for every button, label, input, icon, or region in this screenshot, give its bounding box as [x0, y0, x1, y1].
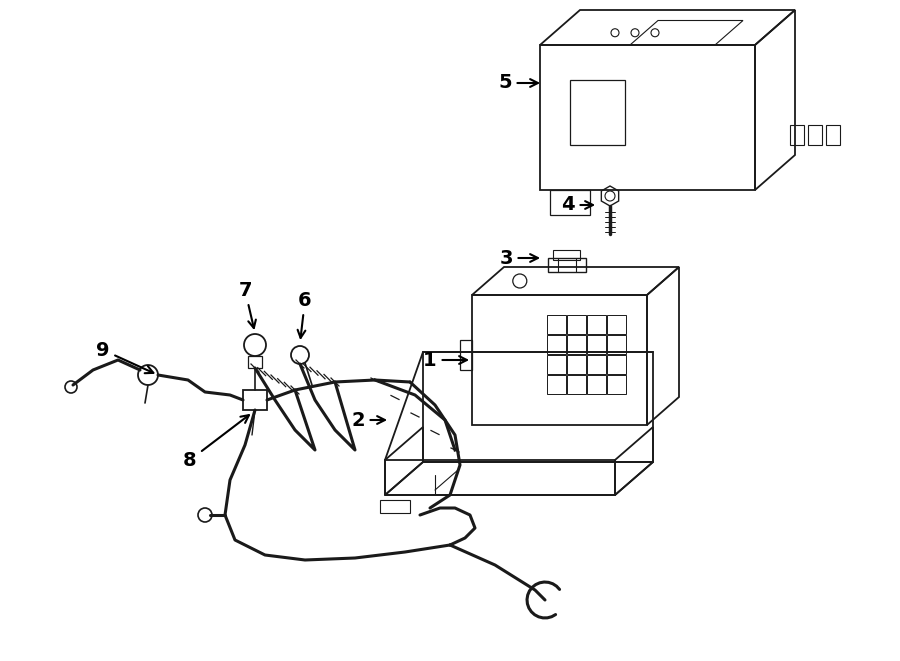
Bar: [547, 335, 566, 354]
Text: 3: 3: [500, 249, 538, 268]
Bar: [243, 390, 267, 410]
Bar: [547, 315, 566, 334]
Bar: [567, 335, 586, 354]
Text: 8: 8: [184, 415, 249, 469]
Text: 4: 4: [562, 196, 593, 215]
Text: 7: 7: [238, 280, 256, 328]
Bar: [607, 375, 626, 394]
Bar: [607, 335, 626, 354]
Bar: [587, 375, 606, 394]
Bar: [607, 355, 626, 374]
Bar: [248, 356, 262, 368]
Bar: [547, 375, 566, 394]
Text: 2: 2: [351, 410, 385, 430]
Text: 5: 5: [499, 73, 538, 93]
Bar: [570, 80, 625, 145]
Bar: [587, 335, 606, 354]
Bar: [587, 315, 606, 334]
Bar: [567, 355, 586, 374]
Bar: [587, 355, 606, 374]
Bar: [567, 375, 586, 394]
Text: 9: 9: [96, 340, 153, 373]
Text: 1: 1: [423, 350, 467, 369]
Bar: [567, 315, 586, 334]
Bar: [607, 315, 626, 334]
Bar: [547, 355, 566, 374]
Text: 6: 6: [298, 290, 311, 338]
